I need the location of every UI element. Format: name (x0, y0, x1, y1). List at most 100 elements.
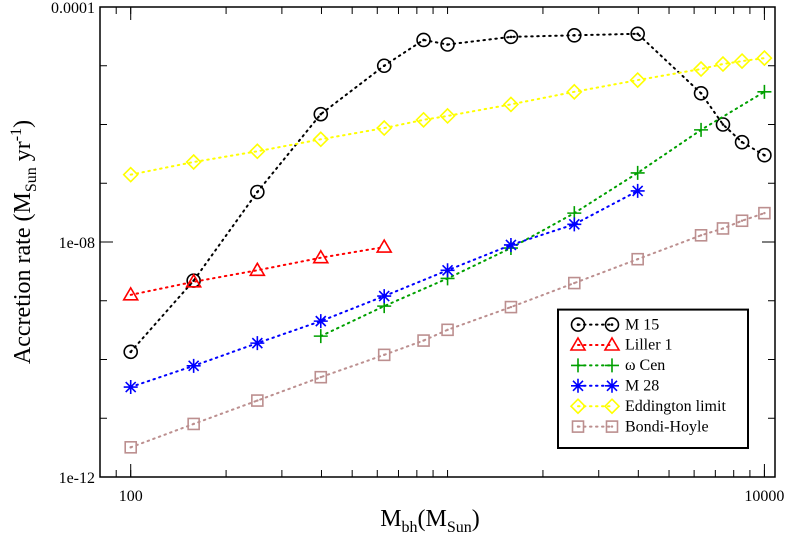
marker (415, 111, 432, 128)
marker (630, 165, 645, 180)
marker-dot (763, 211, 766, 215)
marker-shape (714, 55, 732, 73)
marker-dot (610, 425, 614, 428)
marker (376, 58, 392, 74)
marker (122, 166, 139, 183)
marker-shape (312, 131, 329, 148)
legend-label: Eddington limit (625, 398, 726, 415)
x-label-part: Sun (447, 519, 472, 533)
marker-shape (694, 229, 708, 242)
marker-shape (735, 214, 749, 228)
marker-shape (251, 394, 264, 407)
marker (756, 49, 773, 67)
marker (735, 214, 749, 228)
marker-shape (250, 184, 265, 200)
marker (631, 252, 644, 266)
y-axis-label: Accretion rate (MSun yr-1) (8, 120, 40, 364)
marker (313, 314, 328, 329)
marker-shape (313, 106, 329, 122)
y-label-part: Accretion rate (M (10, 192, 36, 364)
marker-dot (422, 339, 425, 342)
marker-dot (636, 257, 639, 261)
marker-dot (763, 153, 766, 157)
marker (757, 147, 772, 163)
marker-shape (250, 336, 265, 351)
x-label-part: M (380, 506, 401, 532)
marker-shape (630, 165, 645, 180)
marker-shape (570, 317, 586, 332)
marker (567, 27, 582, 43)
marker-shape (567, 217, 582, 232)
marker-dot (740, 219, 744, 222)
marker-shape (312, 249, 330, 264)
y-label-part: ) (10, 120, 36, 128)
x-axis-label: Mbh(MSun) (380, 506, 480, 533)
marker-dot (192, 279, 195, 282)
legend-label: ω Cen (625, 357, 665, 374)
marker-shape (440, 37, 455, 52)
marker-shape (376, 58, 392, 74)
marker (503, 29, 519, 45)
marker-dot (740, 140, 744, 144)
marker-shape (249, 143, 266, 160)
marker-shape (734, 134, 750, 150)
marker-shape (715, 117, 731, 132)
marker-shape (441, 323, 454, 337)
marker (122, 286, 140, 301)
marker (377, 348, 391, 362)
legend-label: Liller 1 (625, 337, 673, 354)
series-line (129, 246, 386, 296)
marker-shape (630, 26, 645, 42)
marker-dot (699, 234, 703, 237)
marker-shape (756, 49, 773, 67)
marker (312, 249, 330, 264)
series-line (129, 32, 766, 353)
marker (504, 300, 518, 314)
marker-shape (629, 71, 646, 89)
marker-shape (186, 358, 201, 373)
marker (603, 336, 621, 351)
marker-dot (319, 375, 322, 379)
marker-shape (568, 276, 581, 290)
marker-shape (693, 85, 709, 101)
marker (567, 217, 582, 232)
marker (694, 122, 709, 137)
marker (569, 398, 587, 415)
marker-shape (502, 96, 520, 113)
marker (376, 119, 393, 137)
marker (714, 55, 732, 73)
marker (694, 229, 708, 242)
marker-dot (699, 91, 703, 95)
marker-shape (603, 336, 621, 351)
marker (733, 52, 751, 70)
marker-dot (192, 422, 195, 426)
legend-label: M 28 (625, 377, 659, 394)
marker-shape (440, 263, 455, 278)
marker-shape (415, 111, 432, 128)
y-label-part: yr (10, 141, 36, 167)
marker-shape (758, 206, 771, 220)
marker (692, 60, 710, 78)
marker-shape (571, 420, 585, 433)
marker (312, 131, 329, 148)
marker-shape (439, 107, 456, 125)
marker-shape (566, 83, 583, 100)
x-label-part: bh (402, 519, 418, 533)
marker-shape (187, 417, 200, 431)
marker (441, 323, 454, 337)
legend-box (557, 308, 749, 449)
marker (502, 96, 520, 113)
marker-shape (376, 119, 393, 137)
marker-shape (314, 370, 328, 384)
marker (186, 358, 201, 373)
marker (187, 417, 200, 431)
marker-shape (122, 166, 139, 183)
marker-shape (503, 29, 519, 45)
marker-shape (377, 289, 392, 304)
marker (124, 441, 138, 454)
marker (571, 378, 585, 393)
x-label-part: ) (472, 506, 480, 532)
marker-dot (576, 323, 580, 326)
marker-shape (603, 398, 621, 415)
x-tick-label: 100 (119, 488, 143, 505)
